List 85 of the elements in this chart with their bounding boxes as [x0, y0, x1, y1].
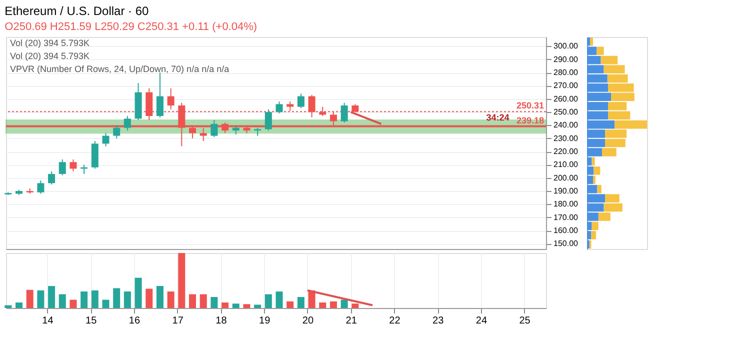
y-tick-label: 150.00 [554, 239, 579, 248]
bar [276, 292, 283, 308]
x-tick-label: 18 [216, 316, 228, 326]
x-tick-label: 15 [86, 316, 98, 326]
bar [286, 301, 294, 308]
x-tick-label: 17 [172, 316, 184, 326]
candlestick [276, 101, 283, 114]
y-tick-label: 230.00 [554, 134, 579, 143]
annotation: 34:24 [486, 112, 510, 122]
y-tick-label: 290.00 [554, 54, 579, 64]
y-tick-label: 200.00 [554, 173, 579, 182]
bar [243, 304, 250, 308]
y-tick-label: 280.00 [554, 68, 579, 78]
candlestick [232, 124, 240, 135]
candlestick [297, 93, 304, 109]
bar [222, 302, 229, 308]
ref-line-label: 250.31 [516, 100, 544, 111]
y-tick-label: 270.00 [554, 81, 579, 90]
bar [167, 292, 174, 308]
bar [37, 290, 44, 308]
annotation: Vol (20) 394 5.793K [10, 51, 90, 61]
bar [91, 290, 98, 308]
bar [319, 302, 326, 308]
candlestick [264, 108, 272, 131]
x-tick-label: 23 [432, 316, 444, 326]
bar [210, 297, 218, 308]
x-tick-label: 21 [346, 316, 358, 326]
x-tick-label: 16 [128, 316, 140, 326]
bar [330, 301, 337, 308]
bar [16, 302, 23, 308]
candlestick [340, 102, 348, 124]
bar [200, 294, 207, 308]
candlestick [58, 158, 66, 176]
bar [232, 304, 240, 308]
candlestick [91, 140, 98, 170]
bar [178, 253, 186, 308]
chart-title: Ethereum / U.S. Dollar · 60 [4, 4, 150, 18]
x-tick-label: 25 [519, 316, 531, 326]
bar [124, 292, 131, 308]
chart-subtitle: O250.69 H251.59 L250.29 C250.31 +0.11 (+0.04%) [4, 21, 258, 33]
x-tick-label: 14 [42, 316, 54, 326]
bar [146, 288, 153, 308]
bar [352, 304, 359, 308]
bar [590, 37, 593, 46]
bar [264, 294, 272, 308]
candlestick [124, 116, 131, 131]
bar [48, 286, 56, 308]
annotation: Vol (20) 394 5.793K [10, 38, 90, 48]
candlestick [156, 72, 164, 118]
bar [597, 184, 602, 194]
y-tick-label: 260.00 [554, 94, 579, 104]
annotation: VPVR (Number Of Rows, 24, Up/Down, 70) n/a n/a n/a [10, 64, 230, 74]
y-tick-label: 250.00 [554, 108, 579, 117]
bar [113, 288, 120, 308]
candlestick [48, 170, 56, 185]
bar [134, 278, 142, 308]
bar [102, 300, 110, 308]
x-tick-label: 22 [389, 316, 401, 326]
y-tick-label: 180.00 [554, 200, 579, 209]
bar [4, 305, 12, 308]
candlestick [167, 88, 174, 110]
candlestick [37, 180, 44, 194]
y-tick-label: 160.00 [554, 226, 579, 236]
y-tick-label: 190.00 [554, 186, 579, 196]
bar [58, 294, 66, 308]
bar [70, 300, 77, 308]
bar [80, 292, 88, 308]
bar [340, 300, 348, 308]
x-tick-label: 20 [302, 316, 314, 326]
x-tick-label: 24 [476, 316, 488, 326]
candlestick [70, 158, 77, 172]
x-tick-label: 19 [259, 316, 271, 326]
bar [297, 297, 304, 308]
y-tick-label: 170.00 [554, 212, 579, 222]
candlestick [113, 124, 120, 139]
bar [26, 290, 34, 308]
bar [189, 294, 196, 308]
y-tick-label: 300.00 [554, 42, 579, 51]
candlestick [210, 119, 218, 138]
bar [156, 286, 164, 308]
y-tick-label: 210.00 [554, 160, 579, 170]
candlestick [102, 132, 110, 147]
bar [254, 304, 262, 308]
y-tick-label: 240.00 [554, 120, 579, 130]
y-tick-label: 220.00 [554, 147, 579, 156]
